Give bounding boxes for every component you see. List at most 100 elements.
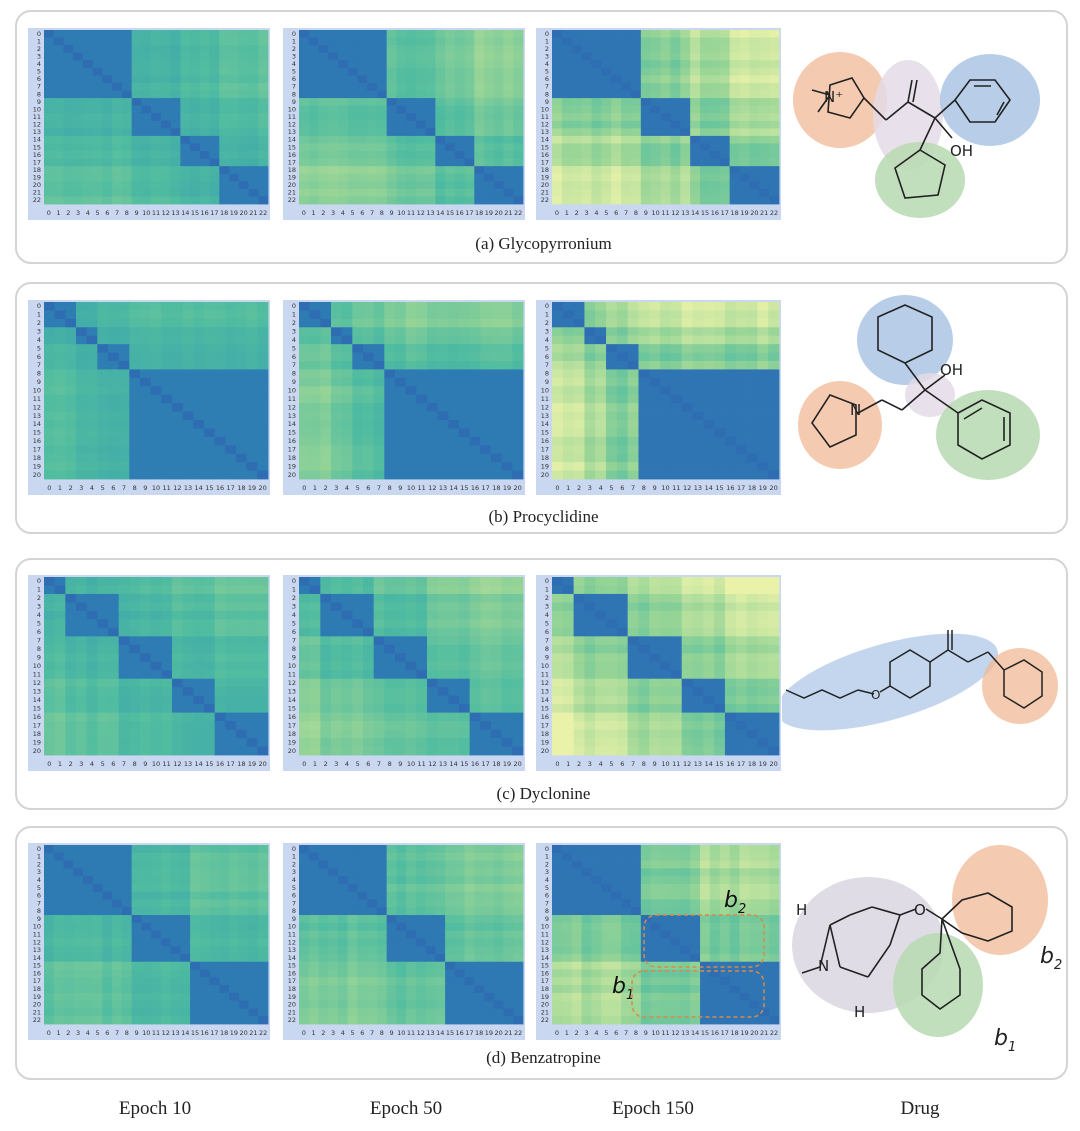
heatmap-cell (703, 678, 715, 688)
caption-b: (b) Procyclidine (488, 507, 599, 526)
heatmap-cell (512, 361, 524, 370)
heatmap-cell (92, 166, 103, 175)
heatmap-cell (474, 181, 485, 190)
heatmap-cell (581, 37, 592, 46)
x-tick-label: 15 (460, 760, 468, 768)
heatmap-cell (299, 644, 311, 654)
heatmap-cell (427, 470, 439, 480)
heatmap-cell (54, 369, 66, 379)
heatmap-cell (44, 411, 56, 421)
heatmap-cell (331, 462, 343, 471)
heatmap-cell (405, 704, 417, 714)
heatmap-cell (464, 105, 475, 114)
heatmap-cell (121, 907, 133, 916)
heatmap-cell (257, 318, 269, 328)
heatmap-cell (309, 436, 321, 446)
heatmap-cell (562, 577, 575, 586)
heatmap-cell (406, 45, 417, 54)
heatmap-cell (44, 636, 56, 646)
heatmap-cell (318, 37, 329, 46)
heatmap-cell (480, 746, 492, 756)
heatmap-cell (459, 361, 471, 370)
heatmap-cell (395, 310, 407, 320)
heatmap-cell (229, 128, 240, 137)
heatmap-cell (562, 644, 575, 654)
heatmap-cell (649, 746, 661, 756)
heatmap-cell (140, 670, 152, 680)
heatmap-cell (464, 173, 475, 182)
heatmap-cell (709, 60, 721, 69)
heatmap-cell (649, 627, 661, 637)
heatmap-cell (352, 746, 364, 756)
heatmap-cell (92, 891, 103, 900)
heatmap-cell (44, 712, 56, 722)
heatmap-cell (229, 196, 240, 205)
heatmap-cell (769, 181, 780, 190)
heatmap-cell (703, 738, 715, 747)
heatmap-cell (501, 318, 513, 328)
heatmap-cell (160, 899, 172, 908)
heatmap-cell (299, 37, 310, 46)
heatmap-cell (512, 619, 524, 629)
heatmap-cell (309, 327, 321, 337)
heatmap-cell (714, 636, 726, 646)
heatmap-cell (108, 585, 120, 595)
y-tick-label: 5 (292, 620, 296, 628)
heatmap-cell (724, 327, 737, 337)
heatmap-cell (363, 577, 375, 586)
heatmap-cell (552, 82, 563, 91)
heatmap-cell (140, 602, 152, 612)
heatmap-cell (649, 310, 661, 320)
heatmap-cell (161, 577, 173, 586)
heatmap-cell (347, 135, 358, 144)
heatmap-cell (131, 158, 142, 167)
heatmap-cell (681, 352, 693, 362)
heatmap-cell (660, 344, 672, 353)
heatmap-cell (219, 930, 230, 939)
heatmap-cell (484, 188, 495, 197)
heatmap-cell (759, 158, 770, 167)
heatmap-cell (749, 158, 760, 167)
heatmap-cell (513, 30, 524, 38)
heatmap-cell (246, 670, 258, 680)
heatmap-cell (341, 420, 353, 429)
heatmap-cell (464, 181, 475, 190)
heatmap-cell (757, 602, 769, 612)
heatmap-cell (337, 82, 349, 91)
heatmap-cell (469, 436, 481, 446)
heatmap-cell (709, 37, 721, 46)
x-tick-label: 2 (324, 760, 328, 768)
heatmap-cell (121, 953, 133, 963)
heatmap-cell (595, 436, 607, 446)
heatmap-cell (309, 619, 321, 629)
heatmap-cell (352, 644, 364, 654)
y-tick-label: 18 (541, 730, 549, 738)
x-tick-label: 9 (653, 484, 657, 492)
heatmap-cell (54, 746, 66, 756)
heatmap-cell (406, 173, 417, 182)
heatmap-cell (437, 636, 449, 646)
heatmap-cell (757, 670, 769, 680)
heatmap-cell (63, 98, 74, 107)
heatmap-cell (214, 610, 226, 620)
heatmap-cell (131, 915, 142, 924)
heatmap-cell (595, 678, 607, 688)
heatmap-cell (757, 352, 769, 362)
heatmap-cell (474, 151, 485, 160)
heatmap-cell (405, 420, 417, 429)
x-tick-label: 8 (388, 484, 392, 492)
heatmap-cell (757, 403, 769, 412)
heatmap-cell (757, 361, 769, 370)
heatmap-cell (416, 310, 428, 320)
heatmap-cell (376, 30, 388, 38)
heatmap-cell (703, 585, 715, 595)
heatmap-cell (150, 678, 162, 688)
heatmap-cell (630, 52, 642, 61)
heatmap-cell (621, 173, 632, 182)
heatmap-cell (749, 45, 760, 54)
heatmap-cell (258, 166, 269, 175)
y-tick-label: 0 (292, 30, 296, 38)
heatmap-cell (121, 181, 133, 190)
heatmap-cell (406, 143, 417, 152)
heatmap-cell (714, 344, 726, 353)
